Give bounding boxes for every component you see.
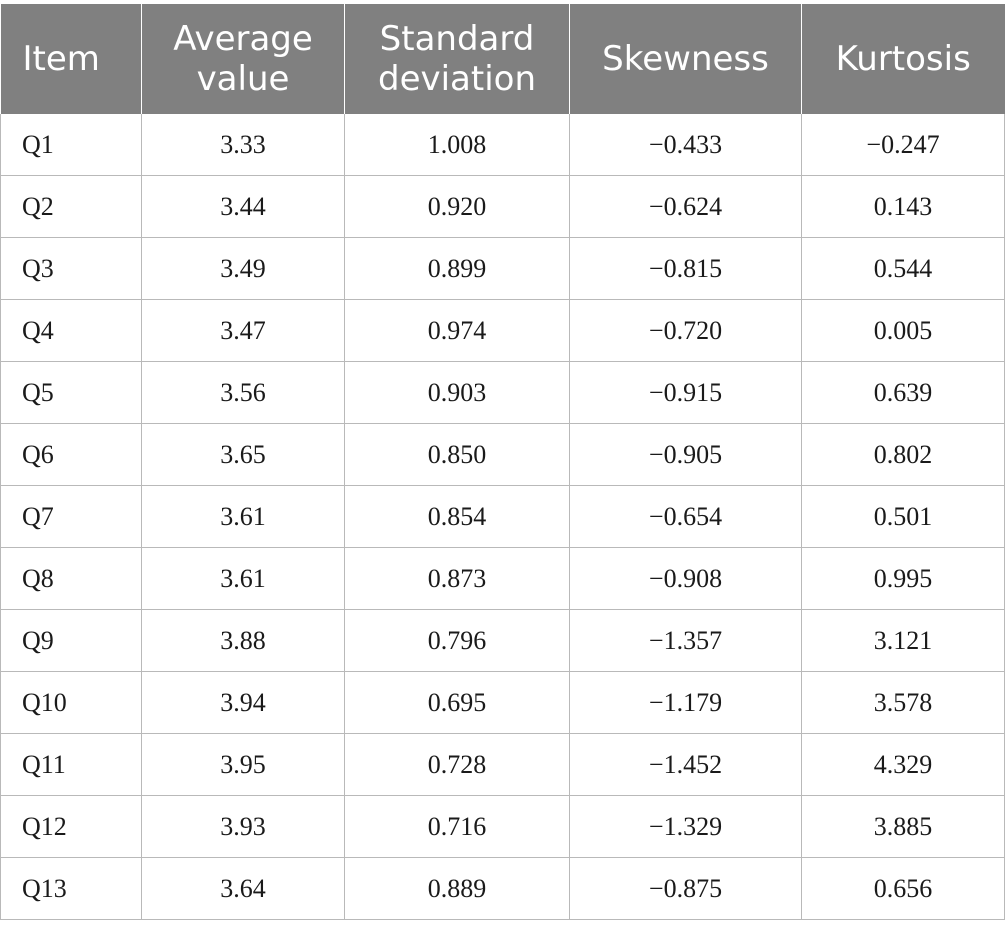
standard-deviation-cell: 0.728 [344, 733, 570, 796]
statistics-table-container: Item Average value Standard deviation Sk… [0, 4, 1005, 920]
statistics-table: Item Average value Standard deviation Sk… [0, 4, 1005, 920]
skewness-cell: −1.179 [569, 671, 802, 734]
standard-deviation-cell: 0.899 [344, 237, 570, 300]
table-row: Q4 3.47 0.974 −0.720 0.005 [0, 299, 1005, 362]
standard-deviation-cell: 0.854 [344, 485, 570, 548]
kurtosis-cell: −0.247 [801, 114, 1005, 176]
skewness-cell: −0.875 [569, 857, 802, 920]
kurtosis-cell: 0.995 [801, 547, 1005, 610]
average-value-cell: 3.94 [141, 671, 345, 734]
header-average-value: Average value [141, 4, 345, 114]
kurtosis-cell: 0.143 [801, 175, 1005, 238]
skewness-cell: −0.815 [569, 237, 802, 300]
table-row: Q7 3.61 0.854 −0.654 0.501 [0, 485, 1005, 548]
item-cell: Q7 [0, 485, 142, 548]
table-row: Q2 3.44 0.920 −0.624 0.143 [0, 175, 1005, 238]
kurtosis-cell: 0.656 [801, 857, 1005, 920]
table-row: Q5 3.56 0.903 −0.915 0.639 [0, 361, 1005, 424]
item-cell: Q2 [0, 175, 142, 238]
table-row: Q8 3.61 0.873 −0.908 0.995 [0, 547, 1005, 610]
average-value-cell: 3.33 [141, 114, 345, 176]
average-value-cell: 3.64 [141, 857, 345, 920]
table-row: Q9 3.88 0.796 −1.357 3.121 [0, 609, 1005, 672]
table-body: Q1 3.33 1.008 −0.433 −0.247 Q2 3.44 0.920 −0.624… [0, 114, 1005, 920]
kurtosis-cell: 0.501 [801, 485, 1005, 548]
table-row: Q11 3.95 0.728 −1.452 4.329 [0, 733, 1005, 796]
average-value-cell: 3.93 [141, 795, 345, 858]
standard-deviation-cell: 0.974 [344, 299, 570, 362]
average-value-cell: 3.47 [141, 299, 345, 362]
item-cell: Q3 [0, 237, 142, 300]
kurtosis-cell: 0.802 [801, 423, 1005, 486]
average-value-cell: 3.44 [141, 175, 345, 238]
table-row: Q1 3.33 1.008 −0.433 −0.247 [0, 114, 1005, 176]
average-value-cell: 3.61 [141, 547, 345, 610]
skewness-cell: −0.905 [569, 423, 802, 486]
item-cell: Q10 [0, 671, 142, 734]
skewness-cell: −1.452 [569, 733, 802, 796]
skewness-cell: −0.908 [569, 547, 802, 610]
standard-deviation-cell: 1.008 [344, 114, 570, 176]
header-skewness: Skewness [569, 4, 802, 114]
table-row: Q6 3.65 0.850 −0.905 0.802 [0, 423, 1005, 486]
kurtosis-cell: 0.005 [801, 299, 1005, 362]
average-value-cell: 3.95 [141, 733, 345, 796]
average-value-cell: 3.65 [141, 423, 345, 486]
skewness-cell: −0.433 [569, 114, 802, 176]
kurtosis-cell: 0.639 [801, 361, 1005, 424]
standard-deviation-cell: 0.695 [344, 671, 570, 734]
item-cell: Q6 [0, 423, 142, 486]
kurtosis-cell: 3.885 [801, 795, 1005, 858]
table-row: Q3 3.49 0.899 −0.815 0.544 [0, 237, 1005, 300]
item-cell: Q4 [0, 299, 142, 362]
item-cell: Q9 [0, 609, 142, 672]
item-cell: Q13 [0, 857, 142, 920]
item-cell: Q8 [0, 547, 142, 610]
standard-deviation-cell: 0.889 [344, 857, 570, 920]
average-value-cell: 3.88 [141, 609, 345, 672]
table-header: Item Average value Standard deviation Sk… [0, 4, 1005, 114]
skewness-cell: −0.720 [569, 299, 802, 362]
skewness-cell: −0.915 [569, 361, 802, 424]
standard-deviation-cell: 0.873 [344, 547, 570, 610]
skewness-cell: −1.329 [569, 795, 802, 858]
item-cell: Q11 [0, 733, 142, 796]
standard-deviation-cell: 0.920 [344, 175, 570, 238]
header-standard-deviation: Standard deviation [344, 4, 570, 114]
header-item: Item [0, 4, 142, 114]
standard-deviation-cell: 0.903 [344, 361, 570, 424]
kurtosis-cell: 4.329 [801, 733, 1005, 796]
header-kurtosis: Kurtosis [801, 4, 1005, 114]
kurtosis-cell: 3.578 [801, 671, 1005, 734]
item-cell: Q12 [0, 795, 142, 858]
skewness-cell: −0.624 [569, 175, 802, 238]
table-row: Q12 3.93 0.716 −1.329 3.885 [0, 795, 1005, 858]
average-value-cell: 3.61 [141, 485, 345, 548]
table-row: Q13 3.64 0.889 −0.875 0.656 [0, 857, 1005, 920]
standard-deviation-cell: 0.796 [344, 609, 570, 672]
table-row: Q10 3.94 0.695 −1.179 3.578 [0, 671, 1005, 734]
standard-deviation-cell: 0.850 [344, 423, 570, 486]
kurtosis-cell: 0.544 [801, 237, 1005, 300]
item-cell: Q1 [0, 114, 142, 176]
standard-deviation-cell: 0.716 [344, 795, 570, 858]
average-value-cell: 3.49 [141, 237, 345, 300]
item-cell: Q5 [0, 361, 142, 424]
average-value-cell: 3.56 [141, 361, 345, 424]
skewness-cell: −0.654 [569, 485, 802, 548]
skewness-cell: −1.357 [569, 609, 802, 672]
header-row: Item Average value Standard deviation Sk… [0, 4, 1005, 114]
kurtosis-cell: 3.121 [801, 609, 1005, 672]
